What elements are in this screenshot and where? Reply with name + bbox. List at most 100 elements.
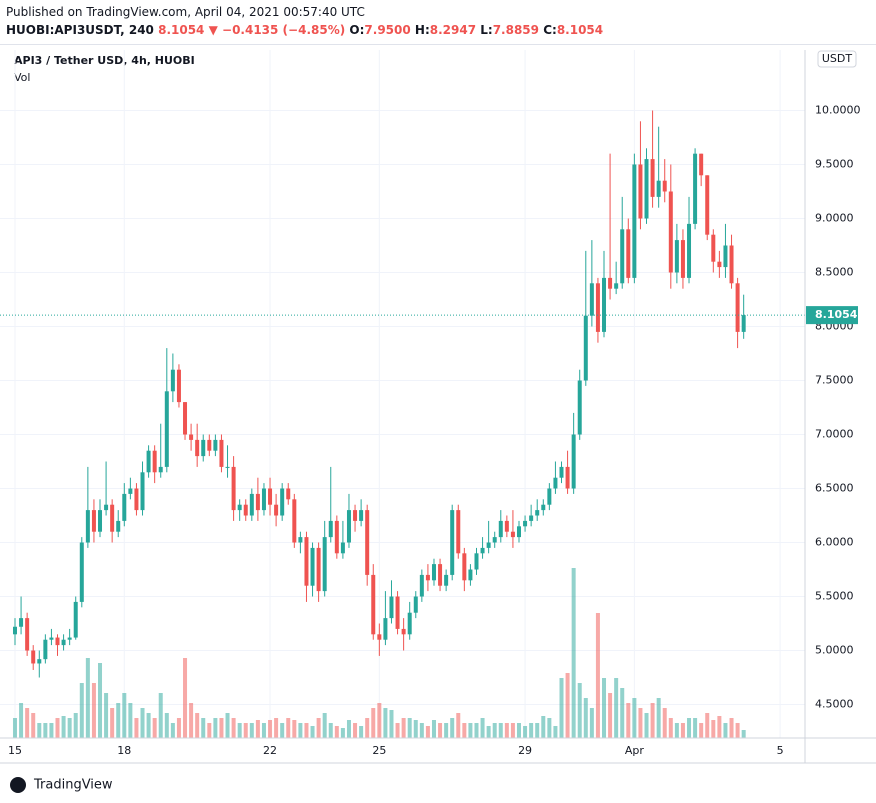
- candle-body: [589, 283, 594, 316]
- candle-body: [377, 634, 382, 640]
- candle-body: [268, 488, 273, 505]
- candle-body: [55, 637, 60, 646]
- header: Published on TradingView.com, April 04, …: [6, 3, 603, 39]
- volume-bar: [535, 723, 540, 738]
- candle-body: [711, 234, 716, 262]
- candle-body: [61, 639, 66, 646]
- volume-bar: [25, 708, 30, 738]
- volume-bar: [462, 723, 467, 738]
- volume-bar: [73, 713, 78, 738]
- volume-bar: [735, 723, 740, 738]
- volume-bar: [729, 718, 734, 738]
- candle-body: [128, 488, 133, 494]
- candle-body: [541, 504, 546, 511]
- candle-body: [170, 369, 175, 392]
- volume-bar: [602, 678, 607, 738]
- volume-bar: [249, 723, 254, 738]
- candle-body: [346, 510, 351, 543]
- volume-bar: [128, 703, 133, 738]
- volume-bar: [377, 703, 382, 738]
- volume-bar: [219, 718, 224, 738]
- volume-bar: [164, 713, 169, 738]
- volume-bar: [486, 726, 491, 738]
- candle-body: [67, 637, 72, 640]
- candle-body: [316, 547, 321, 592]
- volume-bar: [510, 723, 515, 738]
- candle-body: [152, 450, 157, 473]
- candle-body: [310, 547, 315, 586]
- y-tick-label: 10.0000: [815, 103, 861, 116]
- candle-body: [401, 628, 406, 635]
- candle-body: [547, 488, 552, 505]
- volume-bar: [340, 728, 345, 738]
- candle-body: [183, 402, 188, 435]
- x-tick-label: 5: [777, 744, 784, 757]
- l-label: L:: [480, 23, 493, 37]
- candle-body: [328, 520, 333, 538]
- candle-body: [146, 450, 151, 473]
- candle-body: [274, 504, 279, 516]
- candle-body: [134, 488, 139, 511]
- volume-bar: [541, 716, 546, 738]
- candle-body: [158, 466, 163, 473]
- volume-bar: [43, 723, 48, 738]
- volume-bar: [577, 683, 582, 738]
- chart-title: API3 / Tether USD, 4h, HUOBI: [14, 54, 195, 67]
- volume-bar: [741, 730, 746, 738]
- candle-body: [176, 369, 181, 403]
- volume-bar: [608, 693, 613, 738]
- candle-body: [407, 612, 412, 635]
- volume-bar: [444, 723, 449, 738]
- axis-layer: 4.5000 5.0000 5.5000 6.0000 6.5000 7.0000 7.50…: [0, 50, 876, 764]
- volume-bar: [571, 568, 576, 738]
- volume-bar: [79, 683, 84, 738]
- candle-body: [468, 569, 473, 581]
- volume-bar: [346, 720, 351, 738]
- o-label: O:: [349, 23, 365, 37]
- y-tick-label: 7.0000: [815, 428, 854, 441]
- volume-bar: [693, 718, 698, 738]
- candle-body: [231, 466, 236, 511]
- candle-body: [371, 574, 376, 635]
- candle-body: [687, 223, 692, 278]
- volume-bar: [583, 698, 588, 738]
- candle-body: [219, 439, 224, 467]
- arrow: ▼: [208, 23, 218, 37]
- candle-body: [729, 245, 734, 284]
- volume-bar: [565, 673, 570, 738]
- y-tick-label: 9.0000: [815, 211, 854, 224]
- volume-bar: [91, 683, 96, 738]
- volume-bar: [589, 708, 594, 738]
- volume-bar: [456, 713, 461, 738]
- volume-bar: [407, 718, 412, 738]
- volume-label: Vol: [14, 71, 30, 84]
- vol-layer: [12, 568, 746, 738]
- candle-body: [699, 153, 704, 176]
- volume-bar: [614, 678, 619, 738]
- y-tick-label: 8.5000: [815, 265, 854, 278]
- volume-bar: [134, 718, 139, 738]
- candle-body: [680, 240, 685, 278]
- volume-bar: [322, 713, 327, 738]
- candle-body: [450, 510, 455, 575]
- volume-bar: [529, 723, 534, 738]
- volume-bar: [286, 718, 291, 738]
- candle-body: [116, 520, 121, 532]
- candle-body: [49, 637, 54, 640]
- candle-body: [79, 542, 84, 602]
- candle-body: [110, 504, 115, 532]
- candle-body: [583, 315, 588, 381]
- volume-bar: [638, 708, 643, 738]
- y-tick-label: 6.5000: [815, 482, 854, 495]
- currency-box[interactable]: [817, 50, 857, 68]
- candle-body: [31, 650, 36, 664]
- candles-layer: [0, 110, 805, 678]
- currency: USDT: [822, 52, 853, 65]
- x-tick-label: 18: [117, 744, 131, 757]
- volume-bar: [632, 698, 637, 738]
- candle-body: [140, 472, 145, 511]
- volume-bar: [492, 723, 497, 738]
- candle-body: [638, 164, 643, 219]
- candle-body: [25, 618, 30, 651]
